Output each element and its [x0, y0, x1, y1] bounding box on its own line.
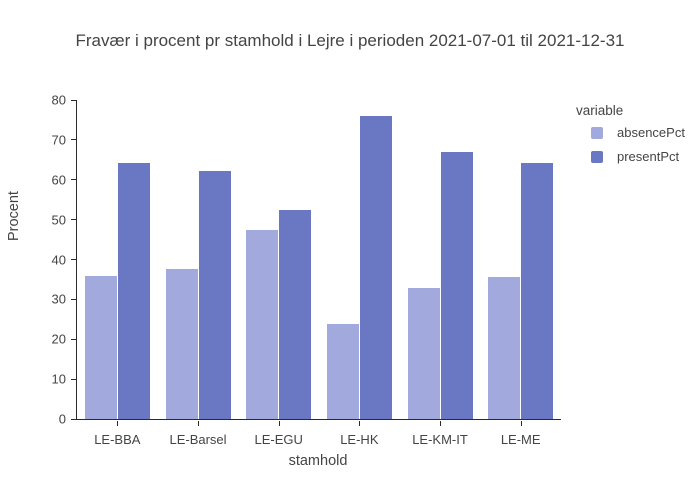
x-tick-label: LE-ME	[500, 432, 541, 447]
legend-title: variable	[576, 103, 624, 118]
bar-absencePct-LE-KM-IT[interactable]	[407, 287, 440, 419]
x-tick-label: LE-Barsel	[169, 432, 227, 447]
bar-group-LE-KM-IT: LE-KM-IT	[400, 100, 481, 447]
bar-presentPct-LE-HK[interactable]	[359, 116, 392, 419]
bar-group-LE-HK: LE-HK	[319, 100, 400, 447]
y-tick-label: 50	[51, 212, 66, 228]
bar-absencePct-LE-Barsel[interactable]	[165, 269, 198, 419]
legend-item-absencePct[interactable]: absencePct	[576, 125, 685, 140]
y-tick-label: 40	[51, 252, 66, 267]
x-tick-mark	[278, 421, 280, 426]
x-axis-title: stamhold	[288, 453, 348, 469]
y-tick-mark	[71, 338, 76, 340]
x-tick-label: LE-BBA	[94, 432, 141, 447]
legend-label: absencePct	[617, 125, 685, 140]
x-tick-label: LE-HK	[340, 432, 379, 447]
y-tick-label: 60	[51, 172, 66, 188]
y-tick-mark	[71, 378, 76, 380]
y-tick-label: 70	[51, 132, 66, 148]
legend-items: absencePct presentPct	[576, 125, 685, 164]
legend-swatch	[591, 150, 603, 163]
bars-row: LE-BBA LE-Barsel LE-EGU LE-HK LE-KM-IT LE-ME	[77, 100, 561, 447]
y-tick-label: 30	[51, 291, 66, 307]
y-tick-mark	[71, 219, 76, 221]
bar-presentPct-LE-ME[interactable]	[521, 163, 554, 419]
bar-presentPct-LE-EGU[interactable]	[279, 209, 312, 419]
y-tick-mark	[71, 298, 76, 300]
y-tick-label: 80	[51, 92, 66, 108]
y-tick-mark	[71, 179, 76, 181]
bar-group-LE-Barsel: LE-Barsel	[158, 100, 239, 447]
legend-swatch	[591, 126, 603, 139]
bar-absencePct-LE-EGU[interactable]	[246, 230, 279, 419]
bar-group-LE-BBA: LE-BBA	[77, 100, 158, 447]
y-axis: 0 10 20 30 40 50 60 70 80	[0, 94, 76, 426]
x-tick-mark	[520, 421, 522, 426]
x-tick-mark	[198, 421, 199, 426]
legend-label: presentPct	[617, 149, 680, 164]
bar-presentPct-LE-BBA[interactable]	[117, 163, 150, 419]
x-tick-label: LE-EGU	[254, 432, 303, 447]
chart-title: Fravær i procent pr stamhold i Lejre i p…	[75, 31, 625, 50]
x-tick-mark	[359, 421, 361, 426]
x-tick-mark	[440, 421, 442, 426]
y-tick-mark	[71, 259, 76, 260]
legend-item-presentPct[interactable]: presentPct	[576, 149, 685, 164]
bar-absencePct-LE-BBA[interactable]	[84, 276, 117, 419]
y-tick-mark	[71, 418, 76, 420]
bar-presentPct-LE-KM-IT[interactable]	[440, 152, 473, 419]
bar-absencePct-LE-HK[interactable]	[326, 323, 359, 419]
bar-group-LE-ME: LE-ME	[480, 100, 561, 447]
y-tick-mark	[71, 139, 76, 141]
x-tick-label: LE-KM-IT	[412, 432, 468, 447]
legend: variable absencePct presentPct	[576, 103, 685, 173]
bar-group-LE-EGU: LE-EGU	[238, 100, 319, 447]
y-tick-label: 0	[58, 411, 66, 427]
plot-area: LE-BBA LE-Barsel LE-EGU LE-HK LE-KM-IT LE-ME	[76, 100, 561, 447]
x-tick-mark	[117, 421, 119, 426]
y-tick-label: 20	[51, 331, 66, 347]
y-tick-label: 10	[51, 371, 66, 387]
bar-presentPct-LE-Barsel[interactable]	[198, 170, 231, 419]
y-tick-mark	[71, 99, 76, 101]
bar-absencePct-LE-ME[interactable]	[488, 277, 521, 419]
